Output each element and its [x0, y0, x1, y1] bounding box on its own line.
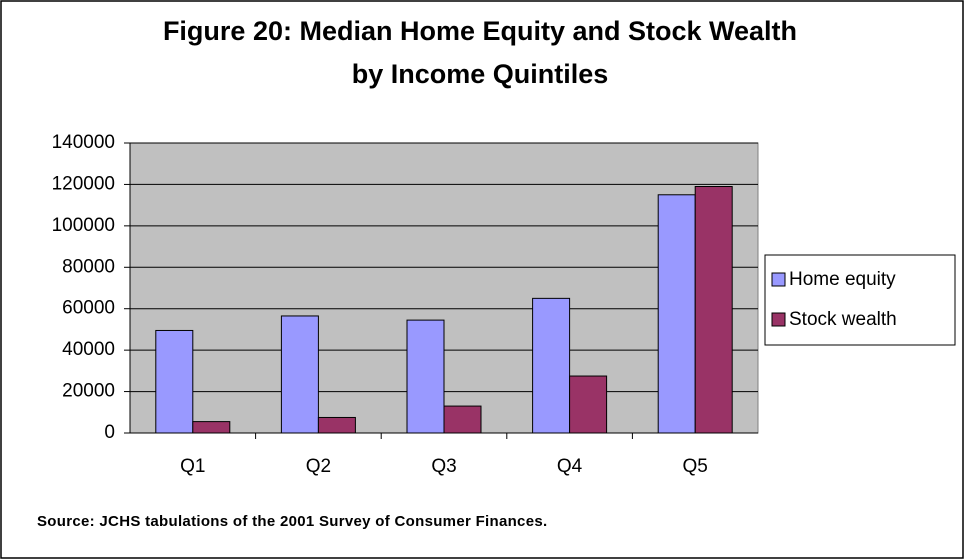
y-tick-label: 140000 [52, 132, 115, 153]
y-tick-label: 40000 [62, 339, 115, 360]
x-tick-label: Q5 [683, 456, 708, 477]
bar [694, 186, 733, 434]
y-tick-label: 0 [104, 422, 115, 443]
bar [406, 319, 445, 434]
y-tick-label: 60000 [62, 298, 115, 319]
bar [280, 315, 319, 434]
y-tick-label: 100000 [52, 215, 115, 236]
x-tick-label: Q2 [306, 456, 331, 477]
bar [317, 416, 356, 434]
y-tick-label: 80000 [62, 256, 115, 277]
chart-title: Figure 20: Median Home Equity and Stock … [163, 16, 797, 46]
x-tick-label: Q3 [431, 456, 456, 477]
bar [569, 375, 608, 434]
x-tick-label: Q4 [557, 456, 583, 477]
legend-swatch [771, 312, 786, 327]
bar [192, 421, 231, 434]
legend-box [764, 254, 956, 346]
chart-title: by Income Quintiles [352, 59, 609, 89]
bar [532, 297, 571, 434]
legend-label: Home equity [789, 269, 896, 290]
bar [443, 405, 482, 434]
legend-label: Stock wealth [789, 309, 897, 330]
bar [657, 194, 696, 434]
y-tick-label: 20000 [62, 381, 115, 402]
y-tick-label: 120000 [52, 173, 115, 194]
legend-swatch [771, 272, 786, 287]
source-note: Source: JCHS tabulations of the 2001 Sur… [37, 513, 547, 530]
x-tick-label: Q1 [180, 456, 205, 477]
bar [155, 329, 194, 434]
